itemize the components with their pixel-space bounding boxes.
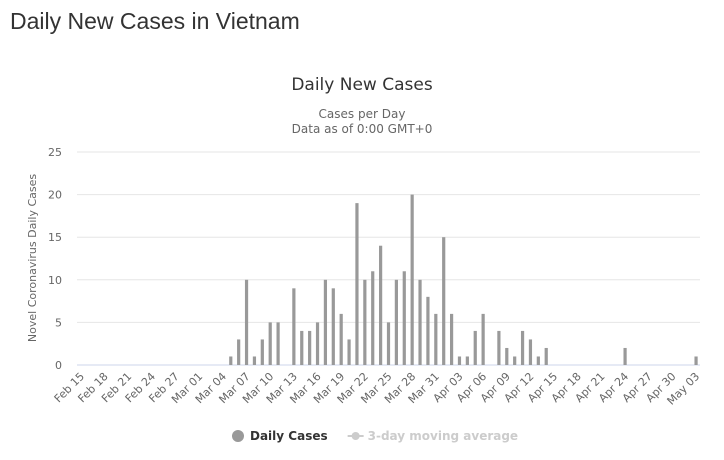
y-tick-label: 0 [55,359,62,372]
chart-subtitle: Cases per Day [319,107,406,121]
bar [544,347,548,365]
bar [268,322,272,365]
y-axis-label: Novel Coronavirus Daily Cases [26,174,39,342]
bar [355,203,359,365]
bar [536,356,540,365]
bar [394,279,398,365]
y-tick-label: 10 [48,274,62,287]
bar [323,279,328,365]
bar [497,330,501,365]
bar [402,271,406,365]
bar [252,356,257,365]
bar [339,313,343,365]
bar [505,347,509,365]
chart-subtitle: Data as of 0:00 GMT+0 [292,122,433,136]
bar [418,279,422,365]
bar [244,279,249,365]
bar [457,356,462,365]
bar [528,339,533,365]
bar [379,245,383,365]
bar [694,356,698,365]
bar [237,339,241,365]
bar [386,322,391,365]
bar [473,330,477,365]
bar [513,356,517,365]
bar [449,313,454,365]
bar [426,296,430,365]
bar [308,330,312,365]
bar [292,288,296,365]
legend-symbol [232,430,244,442]
bar [481,313,485,365]
bar [276,322,280,365]
bar [465,356,469,365]
bar [315,322,320,365]
y-tick-label: 25 [48,146,62,159]
bar [300,330,304,365]
bar [331,288,335,365]
chart-title: Daily New Cases [291,75,433,95]
bar [442,237,446,365]
bar [347,339,351,365]
page-title: Daily New Cases in Vietnam [10,8,300,34]
bar [371,271,375,365]
bar [434,313,438,365]
bar [410,194,414,365]
bar [229,356,233,365]
bar [260,339,264,365]
bar [520,330,525,365]
y-tick-label: 20 [48,189,62,202]
y-tick-label: 15 [48,231,62,244]
legend-label: Daily Cases [250,429,328,443]
bar [363,279,367,365]
bar [623,347,627,365]
legend-symbol [351,432,360,440]
legend-label: 3-day moving average [368,429,518,443]
y-tick-label: 5 [55,316,62,329]
